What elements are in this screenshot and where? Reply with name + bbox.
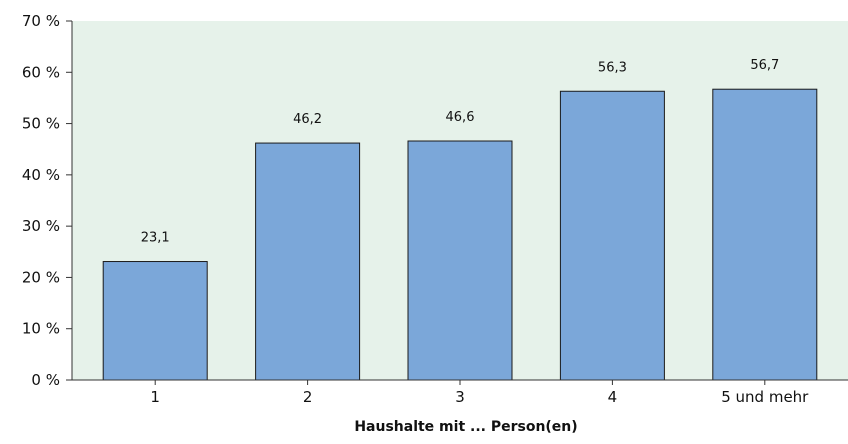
bar-value-label: 56,3 — [598, 60, 627, 75]
bar — [102, 261, 208, 381]
y-tick-label: 30 % — [22, 217, 60, 235]
bar — [255, 142, 361, 381]
x-category-label: 3 — [455, 388, 465, 406]
x-axis-title: Haushalte mit ... Person(en) — [354, 419, 577, 435]
y-tick-label: 60 % — [22, 63, 60, 81]
bar — [559, 90, 665, 381]
y-tick-label: 10 % — [22, 320, 60, 338]
x-category-label: 5 und mehr — [721, 388, 809, 406]
bar-value-label: 56,7 — [750, 58, 779, 73]
bar-value-label: 23,1 — [141, 231, 170, 246]
y-tick-label: 50 % — [22, 115, 60, 133]
y-tick-label: 40 % — [22, 166, 60, 184]
x-category-label: 2 — [303, 388, 313, 406]
bar — [407, 140, 513, 381]
y-tick-label: 0 % — [31, 371, 60, 389]
x-category-label: 4 — [608, 388, 618, 406]
bar-value-label: 46,6 — [446, 110, 475, 125]
x-category-label: 1 — [150, 388, 160, 406]
bar — [712, 88, 818, 381]
y-tick-label: 20 % — [22, 268, 60, 286]
y-tick-label: 70 % — [22, 12, 60, 30]
bar-value-label: 46,2 — [293, 112, 322, 127]
